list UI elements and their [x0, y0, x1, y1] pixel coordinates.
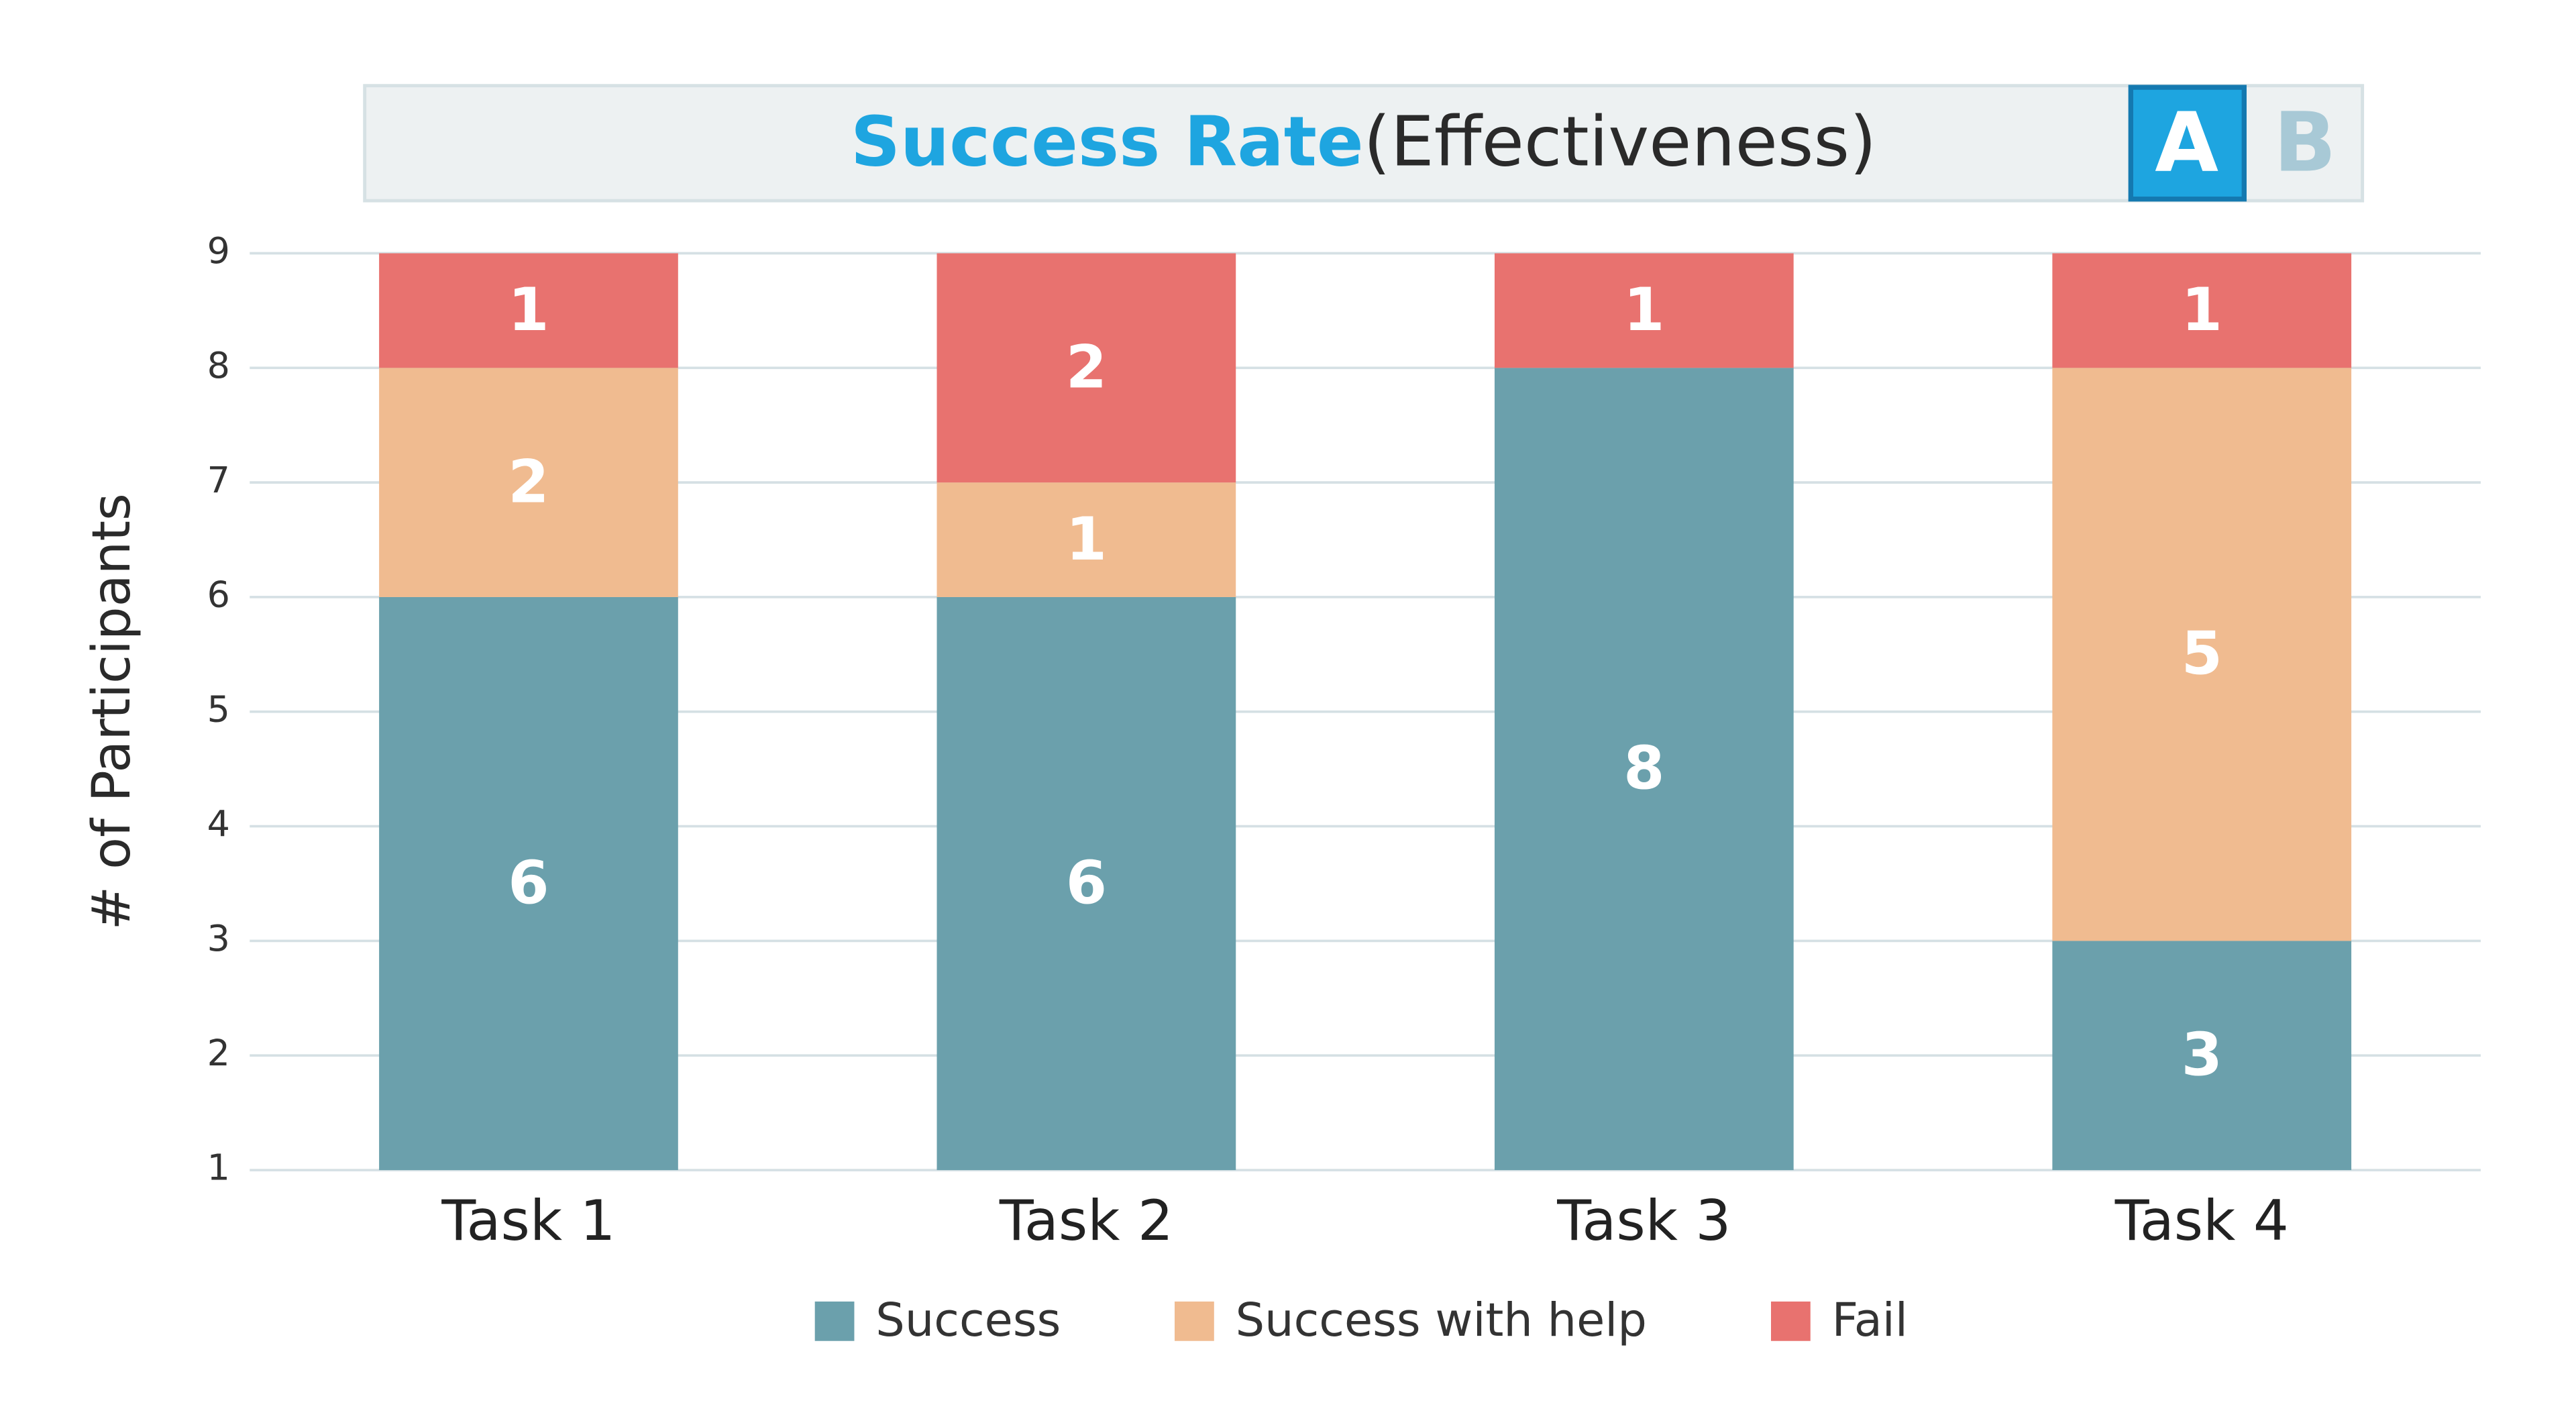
bar-segment	[936, 253, 1236, 483]
bar-segment	[2052, 253, 2352, 368]
bar-segment	[1494, 368, 1794, 1171]
x-tick-label: Task 4	[2114, 1188, 2289, 1253]
data-label: 1	[1623, 275, 1664, 344]
y-tick-label: 6	[207, 574, 230, 616]
title-box	[363, 84, 2365, 203]
data-label: 3	[2182, 1020, 2222, 1090]
legend-label: Fail	[1832, 1294, 1908, 1347]
toggle-b-label[interactable]: B	[2273, 94, 2336, 190]
y-tick-label: 4	[207, 802, 230, 845]
y-tick-label: 7	[207, 459, 230, 501]
legend-label: Success	[875, 1294, 1061, 1347]
y-tick-label: 9	[207, 229, 230, 272]
chart-title: (Effectiveness)	[1364, 103, 1877, 182]
y-tick-label: 8	[207, 344, 230, 386]
data-label: 2	[1066, 333, 1107, 402]
data-label: 2	[508, 447, 549, 516]
data-label: 1	[1066, 505, 1107, 574]
bar-segment	[379, 596, 678, 1171]
y-tick-label: 1	[207, 1147, 230, 1189]
bar-segment	[1494, 253, 1794, 368]
data-label: 1	[2182, 275, 2222, 344]
data-label: 1	[508, 275, 549, 344]
bar-segment	[379, 368, 678, 597]
y-axis-label: # of Participants	[81, 493, 142, 930]
bar-segment	[379, 253, 678, 368]
bar-segment	[2052, 368, 2352, 941]
chart-title-highlight: Success Rate	[851, 103, 1364, 182]
y-tick-label: 2	[207, 1032, 230, 1074]
legend-label: Success with help	[1236, 1294, 1647, 1347]
legend-swatch	[1175, 1301, 1214, 1341]
toggle-a[interactable]	[2128, 85, 2247, 202]
x-tick-label: Task 1	[441, 1188, 615, 1253]
y-tick-label: 3	[207, 917, 230, 959]
data-label: 6	[1066, 848, 1107, 917]
bar-segment	[2052, 941, 2352, 1171]
x-tick-label: Task 3	[1556, 1188, 1731, 1253]
y-tick-label: 5	[207, 688, 230, 730]
toggle-a-label[interactable]: A	[2155, 94, 2218, 190]
data-label: 8	[1623, 733, 1664, 802]
data-label: 6	[508, 848, 549, 917]
legend-swatch	[1771, 1301, 1811, 1341]
data-label: 5	[2182, 619, 2222, 688]
x-tick-label: Task 2	[999, 1188, 1173, 1253]
legend-swatch	[814, 1301, 855, 1341]
bar-segment	[936, 596, 1236, 1171]
bar-segment	[936, 482, 1236, 597]
